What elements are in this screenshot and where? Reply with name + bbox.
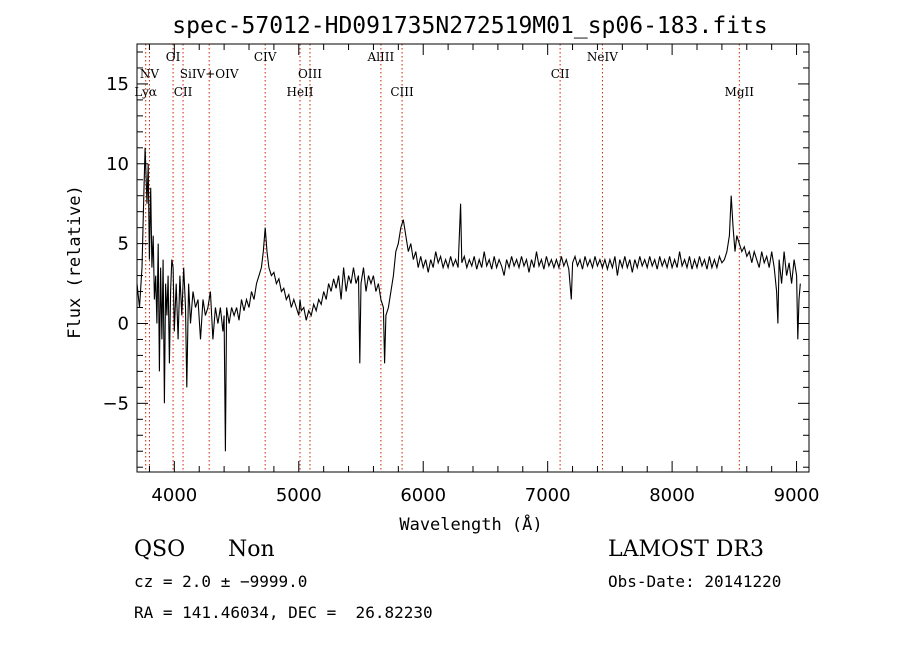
x-tick-label: 7000 <box>525 485 571 506</box>
y-axis-label: Flux (relative) <box>65 185 85 339</box>
chart-title: spec-57012-HD091735N272519M01_sp06-183.f… <box>172 13 767 39</box>
emission-line-labels: Lyα NV OI CII SiIV+OIV CIV HeII OIII AlIII CIII CI… <box>134 50 754 99</box>
emission-line-markers <box>145 44 740 472</box>
emission-line-label: NV <box>140 67 160 81</box>
x-tick-label: 4000 <box>151 485 197 506</box>
y-tick-label: 10 <box>106 154 129 175</box>
x-axis-ticks: 4000 5000 6000 7000 8000 9000 <box>148 44 820 506</box>
object-class: QSO <box>134 537 186 562</box>
emission-line-label: CII <box>174 85 193 99</box>
emission-line-label: Lyα <box>134 85 157 99</box>
emission-line-label: MgII <box>725 85 755 99</box>
x-tick-label: 5000 <box>276 485 322 506</box>
emission-line-label: CIV <box>254 50 277 64</box>
y-tick-label: −5 <box>102 393 129 414</box>
x-tick-label: 8000 <box>649 485 695 506</box>
observation-date: Obs-Date: 20141220 <box>608 572 782 591</box>
y-tick-label: 5 <box>118 234 129 255</box>
emission-line-label: CIII <box>390 85 414 99</box>
y-tick-label: 0 <box>118 313 129 334</box>
coordinates-line: RA = 141.46034, DEC = 26.82230 <box>134 603 433 622</box>
x-axis-label: Wavelength (Å) <box>399 513 542 535</box>
x-tick-label: 9000 <box>774 485 820 506</box>
emission-line-label: HeII <box>286 85 313 99</box>
emission-line-label: SiIV+OIV <box>180 67 239 81</box>
x-tick-label: 6000 <box>400 485 446 506</box>
emission-line-label: OIII <box>298 67 322 81</box>
plot-frame <box>136 43 810 473</box>
emission-line-label: AlIII <box>367 50 395 64</box>
redshift-line: cz = 2.0 ± −9999.0 <box>134 572 308 591</box>
emission-line-label: OI <box>166 50 181 64</box>
emission-line-label: NeIV <box>587 50 618 64</box>
spectrum-line <box>136 147 801 452</box>
object-subclass: Non <box>228 537 275 562</box>
y-tick-label: 15 <box>106 74 129 95</box>
survey-name: LAMOST DR3 <box>608 537 764 562</box>
y-axis-ticks: −5 0 5 10 15 <box>102 51 809 468</box>
emission-line-label: CII <box>551 67 570 81</box>
